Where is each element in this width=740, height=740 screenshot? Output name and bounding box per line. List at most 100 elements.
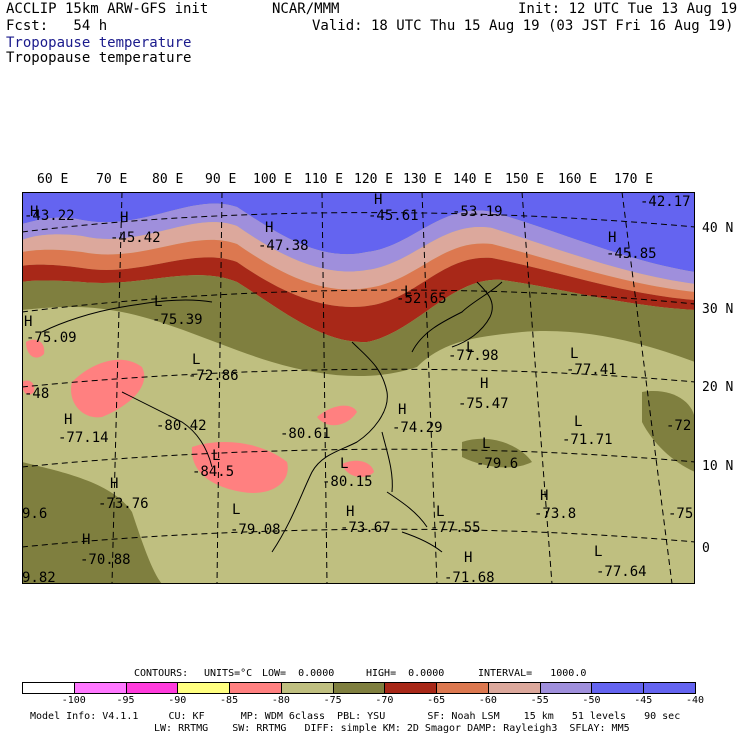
map-label: L [570,346,578,362]
map-value: -77.14 [58,430,109,446]
map-label-layer: H -43.22 H -45.42 H -47.38 H -45.61 -53.… [22,192,695,584]
map-value: -80.15 [322,474,373,490]
lat-label: 20 N [702,380,734,395]
map-value: -79.6 [476,456,518,472]
lon-label: 80 E [152,172,184,187]
init-time: Init: 12 UTC Tue 13 Aug 19 [518,1,738,17]
coastlines [41,281,503,553]
colorbar-label: -100 [61,695,86,706]
lon-label: 130 E [403,172,443,187]
map-value: -80.42 [156,418,207,434]
map-label: H [24,314,32,330]
graticule [22,192,695,584]
map-border [22,192,695,584]
map-value: -73.67 [340,520,391,536]
map-value: -71.71 [562,432,613,448]
colorbar-swatch [487,682,541,694]
colorbar-label: -75 [323,695,342,706]
field-band-70 [22,462,162,584]
colorbar-swatch [436,682,489,694]
colorbar-swatch [539,682,593,694]
map-value: -73.8 [534,506,576,522]
colorbar-swatch [73,682,127,694]
colorbar-swatch [125,682,179,694]
colorbar-label: -40 [685,695,705,706]
map-label: L [574,414,582,430]
lat-label: 30 N [702,302,734,317]
map-value: 9.82 [22,570,56,584]
map-value: -73.76 [98,496,149,512]
colorbar-label: -50 [582,695,601,706]
map-label: H [82,532,90,548]
colorbar-label: -60 [478,695,497,706]
field-band-70 [462,438,532,468]
field-title-primary: Tropopause temperature [6,35,192,51]
lat-label: 10 N [702,459,734,474]
colorbar-label: -80 [271,695,290,706]
map-label: L [404,284,412,300]
lon-label: 90 E [205,172,237,187]
colorbar-swatch [229,682,282,694]
map-label: H [110,476,118,492]
map-label: L [482,436,490,452]
map-value: -77.55 [430,520,481,536]
lon-label: 60 E [37,172,69,187]
map-value: -45.42 [110,230,161,246]
map-value: -45.61 [368,208,419,224]
colorbar-swatch [384,682,438,694]
contours-low: LOW= 0.0000 [262,668,335,679]
lon-label: 120 E [354,172,394,187]
map-label: H [398,402,406,418]
lon-label: 140 E [453,172,493,187]
map-value: -70.88 [80,552,131,568]
contours-units: UNITS=°C [204,668,253,679]
lon-label: 100 E [253,172,293,187]
map-value: -77.64 [596,564,647,580]
map-label: H [608,230,616,246]
center-name: NCAR/MMM [272,1,340,17]
map-value: 9.6 [22,506,47,522]
lon-label: 110 E [304,172,344,187]
map-label: H [540,488,548,504]
map-label: H [464,550,472,566]
colorbar-label: -90 [168,695,187,706]
map-label: L [232,502,240,518]
map-label: H [30,204,38,220]
contours-label: CONTOURS: [134,668,189,679]
field-band-80 [71,359,145,418]
lon-label: 160 E [558,172,598,187]
field-title-secondary: Tropopause temperature [6,50,192,66]
field-band-80 [317,405,357,426]
lat-label: 40 N [702,221,734,236]
map-label: L [192,352,200,368]
colorbar-swatch [280,682,334,694]
field-band-55 [22,222,695,292]
lon-label: 150 E [505,172,545,187]
field-band-70 [642,391,695,472]
map-label: H [346,504,354,520]
valid-time: Valid: 18 UTC Thu 15 Aug 19 (03 JST Fri … [312,18,734,34]
map-label: H [480,376,488,392]
field-band-50 [22,203,695,284]
colorbar-label: -65 [427,695,446,706]
map-value: -72.86 [188,368,239,384]
forecast-hour: Fcst: 54 h [6,18,108,34]
map-label: H [64,412,72,428]
map-value: -47.38 [258,238,309,254]
model-name: ACCLIP 15km ARW-GFS init [6,1,209,17]
map-value: -48 [24,386,49,402]
lon-label: 170 E [614,172,654,187]
colorbar-label: -55 [530,695,549,706]
map-value: -53.19 [452,204,503,220]
map-value: -71.68 [444,570,495,584]
map-label: L [436,504,444,520]
map-value: -75.39 [152,312,203,328]
field-band-80 [191,442,288,493]
field-band-65 [22,257,695,343]
map-label: L [340,456,348,472]
map-label: L [466,340,474,356]
map-label: H [265,220,273,236]
model-info-line-1: Model Info: V4.1.1 CU: KF MP: WDM 6class… [30,711,681,722]
field-band-80 [342,460,374,477]
colorbar-label: -85 [220,695,239,706]
